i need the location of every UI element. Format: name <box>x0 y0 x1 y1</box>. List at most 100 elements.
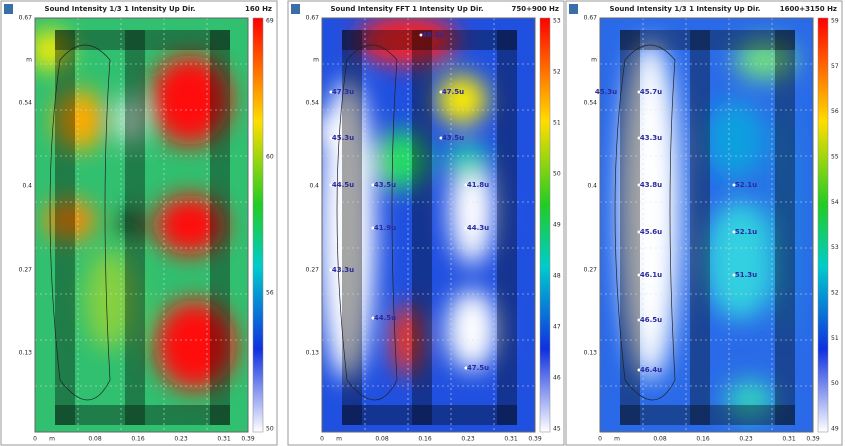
heat-blob <box>85 250 135 350</box>
measure-point <box>329 136 333 140</box>
y-tick-label: 0.13 <box>19 350 33 357</box>
point-label: 45.6u <box>640 228 662 236</box>
x-tick-label: 0.23 <box>174 436 188 443</box>
x-tick-label: 0.16 <box>131 436 145 443</box>
measure-point <box>732 183 736 187</box>
colorbar-label: 46 <box>553 375 561 382</box>
point-label: 47.5u <box>467 364 489 372</box>
blobs <box>620 40 800 420</box>
title-bar <box>567 2 841 16</box>
point-label: 43.3u <box>640 134 662 142</box>
measure-point <box>637 273 641 277</box>
heat-blob <box>620 40 680 380</box>
x-tick-label: 0.08 <box>375 436 389 443</box>
heat-blob <box>120 213 140 237</box>
measure-point <box>592 90 596 94</box>
frame-overlay <box>342 30 362 425</box>
measure-point <box>637 90 641 94</box>
panel-icon <box>291 4 300 14</box>
x-tick-label: 0.08 <box>88 436 102 443</box>
y-tick-label: 0.4 <box>309 183 319 190</box>
point-label: 43.5u <box>374 181 396 189</box>
frame-overlay <box>690 30 710 425</box>
heat-blob <box>322 115 342 145</box>
panel-title: Sound Intensity 1/3 1 Intensity Up Dir. <box>45 5 196 13</box>
y-tick-label: 0.67 <box>584 15 598 22</box>
point-label: 52.1u <box>735 181 757 189</box>
x-tick-label: 0.31 <box>504 436 518 443</box>
frame-overlay <box>412 30 432 425</box>
point-label: 43.8u <box>640 181 662 189</box>
point-label: 46.5u <box>640 316 662 324</box>
measure-point <box>329 90 333 94</box>
colorbar-label: 48 <box>553 273 561 280</box>
frame-overlay <box>775 30 795 425</box>
heat-blob <box>705 200 775 320</box>
colorbar-label: 54 <box>831 199 839 206</box>
title-bar <box>2 2 276 16</box>
colorbar-label: 52 <box>831 290 839 297</box>
colorbar <box>539 17 551 433</box>
heat-blob <box>725 380 775 420</box>
measure-point <box>329 183 333 187</box>
colorbar-label: 50 <box>831 380 839 387</box>
panel-title: Sound Intensity 1/3 1 Intensity Up Dir. <box>610 5 761 13</box>
measure-point <box>439 90 443 94</box>
measure-point <box>329 268 333 272</box>
point-label: 47.5u <box>442 88 464 96</box>
frame-overlay <box>125 30 145 425</box>
frame-overlay <box>620 405 795 425</box>
x-tick-label: 0.39 <box>241 436 255 443</box>
measure-point <box>637 183 641 187</box>
y-tick-label: 0.4 <box>587 183 597 190</box>
x-tick-label: 0 <box>598 436 602 443</box>
y-tick-label: 0.27 <box>584 267 598 274</box>
panel: Sound Intensity 1/3 1 Intensity Up Dir. 1… <box>0 0 278 446</box>
point-label: 45.7u <box>640 88 662 96</box>
blobs <box>322 18 497 380</box>
frame-overlay <box>55 405 230 425</box>
x-tick-label: 0.16 <box>418 436 432 443</box>
y-tick-label: 0.13 <box>306 350 320 357</box>
x-tick-label: 0.39 <box>806 436 820 443</box>
point-label: 44.3u <box>467 224 489 232</box>
plot-border <box>599 17 814 433</box>
frame-overlay <box>55 30 75 425</box>
measure-point <box>439 136 443 140</box>
colorbar-label: 51 <box>553 120 561 127</box>
heat-blob <box>735 40 795 80</box>
x-tick-label: 0.16 <box>696 436 710 443</box>
y-tick-label: m <box>26 57 32 64</box>
measure-point <box>637 230 641 234</box>
heat-blob <box>155 195 225 255</box>
plot-border <box>34 17 249 433</box>
colorbar-label: 53 <box>831 244 839 251</box>
y-tick-label: 0.13 <box>584 350 598 357</box>
measure-point <box>637 136 641 140</box>
y-tick-label: m <box>591 57 597 64</box>
frame-overlay <box>620 30 640 425</box>
heat-blob <box>437 75 487 125</box>
heatmap <box>35 18 248 432</box>
colorbar-label: 55 <box>831 154 839 161</box>
colorbar-label: 53 <box>553 18 561 25</box>
measure-point <box>371 183 375 187</box>
heat-blob <box>120 95 140 145</box>
x-tick-label: m <box>336 436 342 443</box>
heat-blob <box>377 130 427 190</box>
heat-blob <box>150 55 230 145</box>
heat-blob <box>445 142 489 178</box>
measure-point <box>371 226 375 230</box>
frame-overlay <box>497 30 517 425</box>
colorbar-label: 49 <box>831 426 839 433</box>
point-label: 45.3u <box>595 88 617 96</box>
plot-border <box>321 17 536 433</box>
colorbar <box>252 17 264 433</box>
y-tick-label: 0.67 <box>306 15 320 22</box>
heatmap <box>322 18 535 432</box>
x-tick-label: 0.39 <box>528 436 542 443</box>
measure-point <box>464 183 468 187</box>
contour <box>49 44 111 401</box>
x-tick-label: m <box>614 436 620 443</box>
y-tick-label: 0.54 <box>19 100 33 107</box>
